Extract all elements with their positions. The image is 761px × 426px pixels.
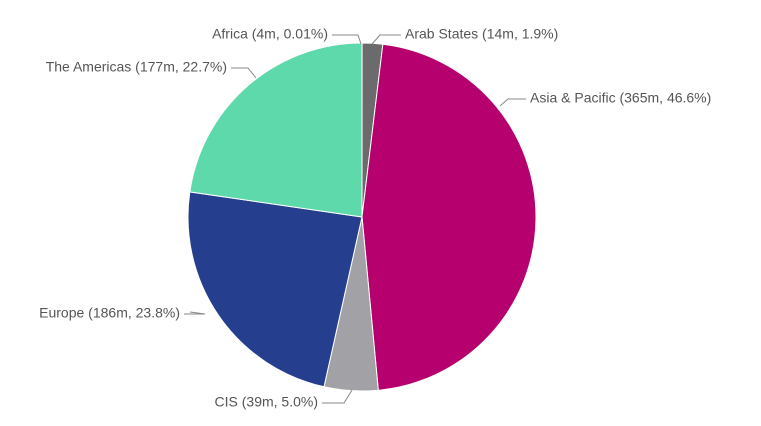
slice-label: Asia & Pacific (365m, 46.6%) xyxy=(530,90,711,106)
leader-line xyxy=(231,67,257,79)
slice-label: Africa (4m, 0.01%) xyxy=(212,26,328,42)
slice-label: Arab States (14m, 1.9%) xyxy=(405,26,558,42)
leader-line xyxy=(322,389,353,404)
slice-label: CIS (39m, 5.0%) xyxy=(215,394,318,410)
leader-line xyxy=(371,34,401,45)
leader-line xyxy=(332,34,362,45)
slice-label: Europe (186m, 23.8%) xyxy=(39,305,180,321)
leader-line xyxy=(184,311,206,315)
slice-label: The Americas (177m, 22.7%) xyxy=(46,59,227,75)
pie-slice xyxy=(189,42,363,218)
pie-slice xyxy=(187,191,363,388)
pie-slice xyxy=(361,43,537,391)
leader-line xyxy=(499,98,526,107)
